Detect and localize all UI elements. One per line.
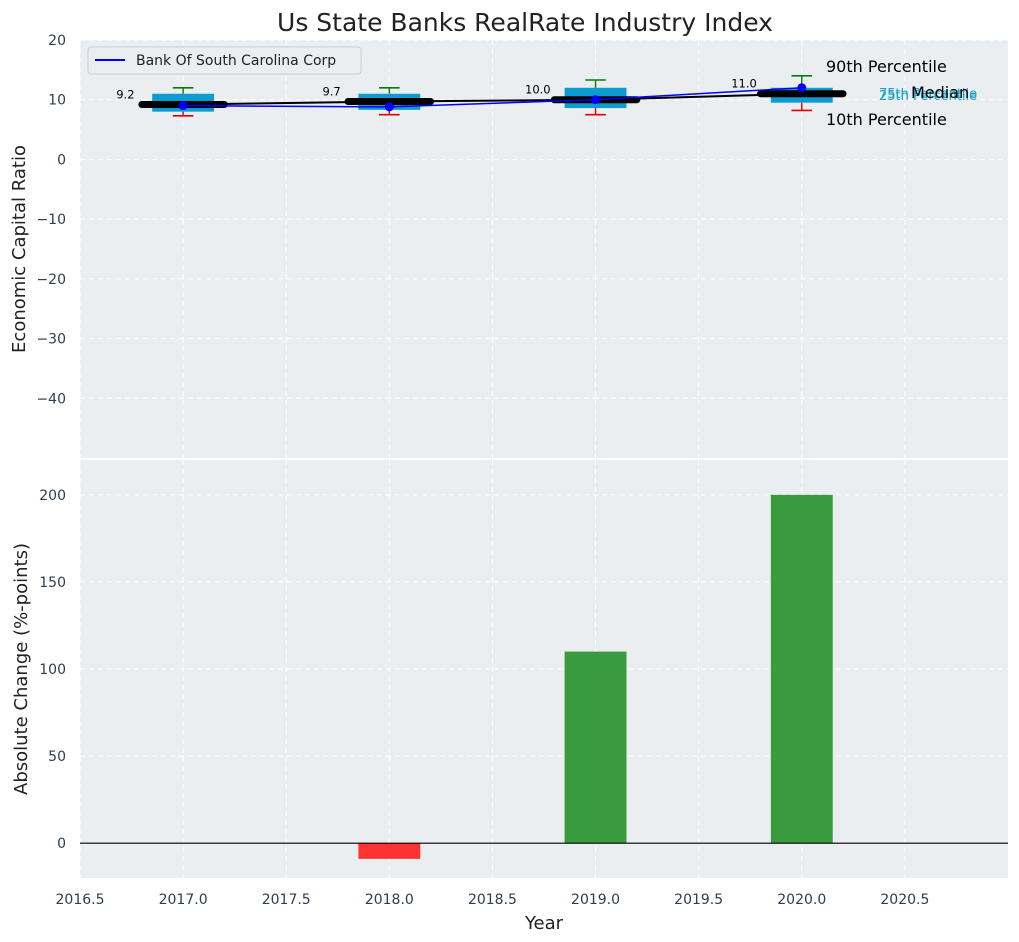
- company-point-2019: [591, 95, 601, 105]
- median-value-label: 10.0: [525, 83, 551, 97]
- top-grid: [79, 39, 1008, 458]
- top-y-tick-label: 0: [57, 152, 66, 168]
- annotation-p25: 25th Percentile: [879, 89, 977, 104]
- legend-label: Bank Of South Carolina Corp: [136, 53, 336, 69]
- top-plot-background: [80, 40, 1008, 458]
- bottom-y-tick-label: 200: [39, 488, 66, 504]
- bar-2019: [564, 651, 627, 844]
- top-y-tick-label: −40: [36, 391, 66, 407]
- bottom-y-tick-label: 50: [48, 749, 66, 765]
- legend-box: [87, 46, 362, 75]
- x-tick-label: 2020.5: [880, 892, 929, 908]
- bottom-y-tick-label: 0: [57, 836, 66, 852]
- bottom-y-ticks: 200 150 100 50 0: [39, 488, 66, 852]
- x-tick-label: 2018.5: [468, 892, 517, 908]
- x-tick-label: 2017.0: [159, 892, 208, 908]
- median-value-label: 11.0: [731, 77, 757, 91]
- annotation-p10: 10th Percentile: [826, 110, 947, 129]
- top-y-tick-label: 10: [48, 93, 66, 109]
- top-y-tick-label: −20: [36, 272, 66, 288]
- x-tick-label: 2016.5: [56, 892, 105, 908]
- x-tick-label: 2019.5: [674, 892, 723, 908]
- bar-2018: [358, 843, 421, 859]
- median-value-label: 9.7: [322, 85, 340, 99]
- percentile-annotations: 75th Percentile 25th Percentile 90th Per…: [826, 57, 977, 129]
- top-panel: 20 10 0 −10 −20 −30 −40 9.2 9.7 10.0 11.0 75th Pe…: [9, 33, 1008, 458]
- x-ticks: 2016.5 2017.0 2017.5 2018.0 2018.5 2019.0 2019…: [56, 892, 930, 908]
- legend: Bank Of South Carolina Corp: [87, 46, 362, 75]
- company-point-2018: [384, 102, 394, 112]
- company-point-2020: [797, 83, 807, 93]
- x-tick-label: 2019.0: [571, 892, 620, 908]
- company-point-2017: [178, 101, 188, 111]
- median-labels: 9.2 9.7 10.0 11.0: [116, 77, 757, 102]
- x-tick-label: 2017.5: [262, 892, 311, 908]
- company-series: [178, 83, 807, 112]
- company-line: [183, 87, 802, 108]
- top-y-axis-title: Economic Capital Ratio: [9, 145, 30, 353]
- x-tick-label: 2018.0: [365, 892, 414, 908]
- median-connector: [183, 92, 802, 106]
- top-y-tick-label: −10: [36, 212, 66, 228]
- bottom-y-tick-label: 100: [39, 662, 66, 678]
- annotation-p90: 90th Percentile: [826, 57, 947, 76]
- bottom-y-tick-label: 150: [39, 575, 66, 591]
- bottom-y-axis-title: Absolute Change (%-points): [11, 543, 32, 795]
- top-y-tick-label: 20: [48, 33, 66, 49]
- top-y-tick-label: −30: [36, 332, 66, 348]
- median-value-label: 9.2: [116, 87, 134, 101]
- bar-2020: [770, 494, 833, 844]
- chart-title: Us State Banks RealRate Industry Index: [277, 8, 773, 37]
- x-tick-label: 2020.0: [777, 892, 826, 908]
- change-bars: [358, 494, 833, 859]
- annotation-median: Median: [911, 83, 969, 102]
- top-y-ticks: 20 10 0 −10 −20 −30 −40: [36, 33, 66, 407]
- annotation-p75: 75th Percentile: [879, 87, 977, 102]
- x-axis-title: Year: [524, 913, 564, 934]
